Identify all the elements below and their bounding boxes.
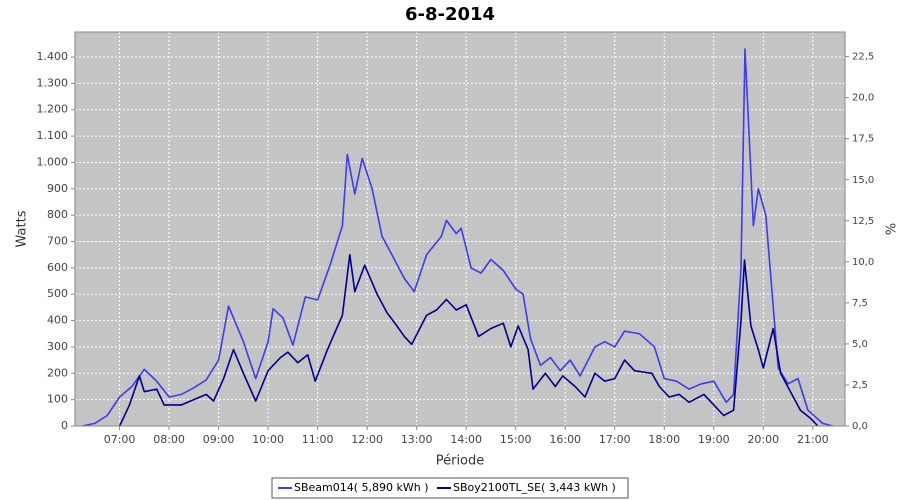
x-tick-label: 19:00 [698, 433, 730, 446]
y-tick-label: 700 [47, 235, 68, 248]
x-tick-label: 14:00 [450, 433, 482, 446]
x-tick-label: 07:00 [104, 433, 136, 446]
y-tick-label: 1.000 [37, 155, 69, 168]
y2-axis-label: % [882, 223, 897, 235]
x-tick-label: 12:00 [351, 433, 383, 446]
y-tick-label: 1.200 [37, 103, 69, 116]
y-tick-label: 300 [47, 340, 68, 353]
x-tick-label: 11:00 [302, 433, 334, 446]
x-tick-label: 08:00 [153, 433, 185, 446]
y2-tick-label: 2,5 [852, 380, 868, 391]
x-tick-label: 21:00 [797, 433, 829, 446]
y2-tick-label: 17,5 [852, 134, 874, 145]
y2-tick-label: 5,0 [852, 339, 868, 350]
x-tick-label: 09:00 [203, 433, 235, 446]
y-tick-label: 600 [47, 261, 68, 274]
y2-tick-label: 15,0 [852, 175, 874, 186]
x-tick-label: 15:00 [500, 433, 532, 446]
plot-border [74, 31, 846, 427]
series-line [82, 48, 833, 427]
x-tick-label: 20:00 [747, 433, 779, 446]
y-tick-label: 400 [47, 314, 68, 327]
series-line [118, 253, 819, 427]
y-tick-label: 500 [47, 287, 68, 300]
chart-title: 6-8-2014 [405, 4, 495, 25]
x-tick-label: 10:00 [252, 433, 284, 446]
y-tick-label: 900 [47, 182, 68, 195]
x-tick-label: 17:00 [599, 433, 631, 446]
y2-tick-label: 10,0 [852, 257, 874, 268]
y-tick-label: 1.300 [37, 76, 69, 89]
legend-label: SBoy2100TL_SE( 3,443 kWh ) [453, 481, 616, 494]
y2-tick-label: 0,0 [852, 421, 868, 432]
x-axis-label: Période [436, 454, 485, 469]
y2-tick-label: 12,5 [852, 216, 874, 227]
y-tick-label: 800 [47, 208, 68, 221]
x-tick-label: 13:00 [401, 433, 433, 446]
y-tick-label: 1.100 [37, 129, 69, 142]
y-axis-label: Watts [15, 210, 30, 247]
y2-tick-label: 20,0 [852, 93, 874, 104]
y2-tick-label: 7,5 [852, 298, 868, 309]
x-tick-label: 18:00 [648, 433, 680, 446]
y2-tick-label: 22,5 [852, 52, 874, 63]
y-tick-label: 200 [47, 366, 68, 379]
y-tick-label: 0 [61, 419, 68, 432]
legend-label: SBeam014( 5,890 kWh ) [294, 481, 429, 494]
y-tick-label: 100 [47, 393, 68, 406]
y-tick-label: 1.400 [37, 50, 69, 63]
x-tick-label: 16:00 [549, 433, 581, 446]
